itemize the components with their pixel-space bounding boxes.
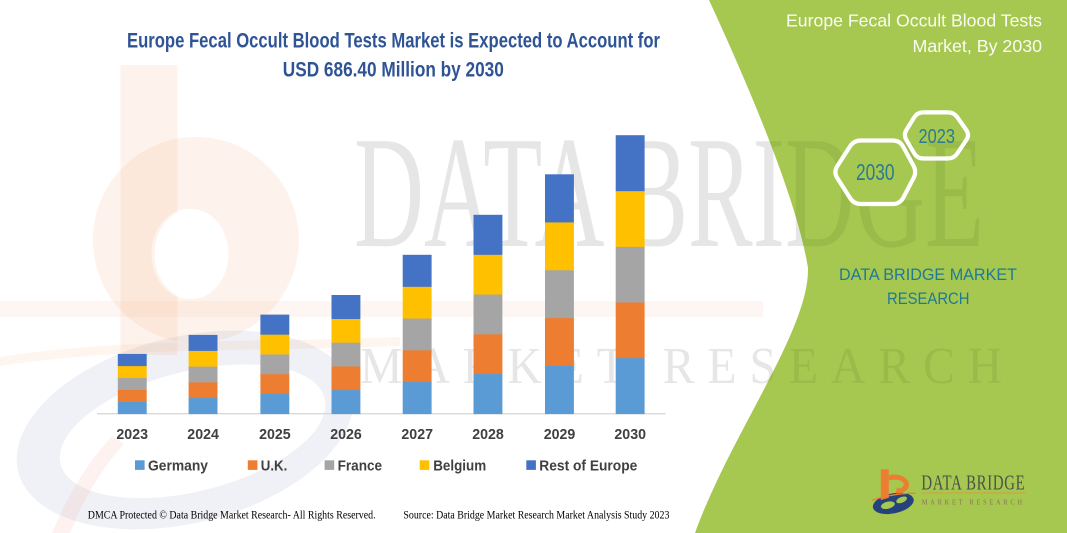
svg-text:2026: 2026 — [330, 426, 362, 443]
svg-text:Europe Fecal Occult Blood Test: Europe Fecal Occult Blood Tests — [786, 11, 1042, 31]
svg-text:2029: 2029 — [544, 426, 576, 443]
svg-text:2023: 2023 — [919, 126, 956, 148]
svg-text:DATA BRIDGE MARKET: DATA BRIDGE MARKET — [839, 265, 1017, 284]
svg-text:2025: 2025 — [259, 426, 291, 443]
svg-text:2027: 2027 — [401, 426, 433, 443]
svg-text:RESEARCH: RESEARCH — [887, 289, 970, 308]
svg-text:Source: Data Bridge Market Res: Source: Data Bridge Market Research Mark… — [403, 508, 669, 522]
svg-text:2028: 2028 — [472, 426, 504, 443]
svg-text:DMCA Protected © Data Bridge M: DMCA Protected © Data Bridge Market Rese… — [88, 508, 376, 522]
svg-text:2023: 2023 — [116, 426, 148, 443]
svg-text:Europe Fecal Occult Blood Test: Europe Fecal Occult Blood Tests Market i… — [127, 29, 660, 53]
svg-text:Market, By 2030: Market, By 2030 — [913, 36, 1043, 56]
svg-text:2024: 2024 — [187, 426, 219, 443]
svg-text:2030: 2030 — [614, 426, 646, 443]
svg-text:DATA BRIDGE: DATA BRIDGE — [921, 471, 1025, 495]
svg-text:Germany: Germany — [148, 459, 209, 475]
svg-text:2030: 2030 — [856, 159, 895, 185]
svg-text:France: France — [338, 459, 383, 475]
svg-text:U.K.: U.K. — [261, 459, 288, 475]
svg-text:USD 686.40 Million by 2030: USD 686.40 Million by 2030 — [283, 58, 504, 82]
svg-text:Rest of Europe: Rest of Europe — [539, 459, 637, 475]
svg-text:MARKET RESEARCH: MARKET RESEARCH — [922, 498, 1025, 507]
svg-text:Belgium: Belgium — [433, 459, 486, 475]
